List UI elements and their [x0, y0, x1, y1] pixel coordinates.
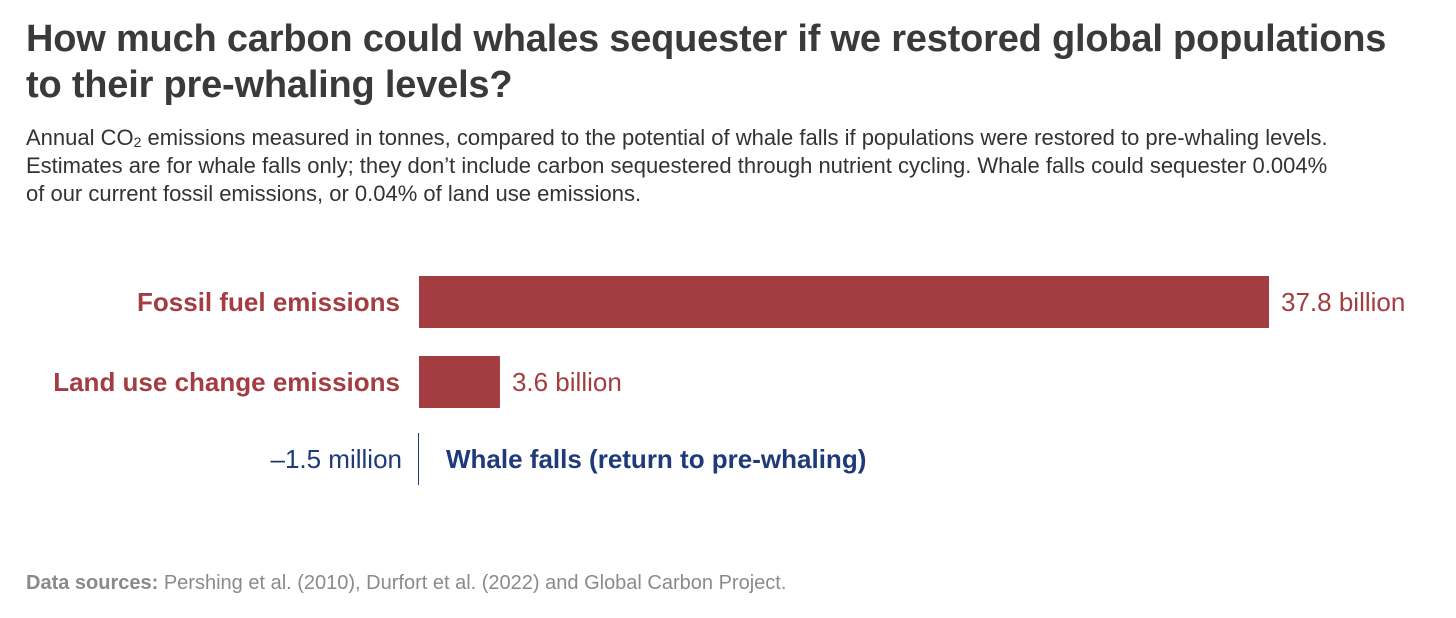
chart-title: How much carbon could whales sequester i… — [26, 18, 1387, 106]
value-label-2: 3.6 billion — [512, 367, 622, 397]
value-label-3: –1.5 million — [270, 444, 402, 474]
category-label-2: Land use change emissions — [53, 367, 400, 397]
bar-1 — [419, 276, 1269, 328]
category-label-1: Fossil fuel emissions — [137, 287, 400, 317]
bar-3 — [418, 433, 419, 485]
data-sources: Data sources: Pershing et al. (2010), Du… — [26, 570, 786, 596]
value-label-1: 37.8 billion — [1281, 287, 1405, 317]
subtitle-part-1: Annual CO — [26, 125, 134, 150]
source-label: Data sources: — [26, 572, 159, 594]
bar-2 — [419, 356, 500, 408]
source-text: Pershing et al. (2010), Durfort et al. (… — [158, 572, 787, 594]
subtitle-subscript: 2 — [133, 134, 142, 150]
category-label-3: Whale falls (return to pre-whaling) — [446, 444, 866, 474]
chart-subtitle: Annual CO2 emissions measured in tonnes,… — [26, 124, 1346, 208]
subtitle-part-2: emissions measured in tonnes, compared t… — [26, 125, 1328, 206]
